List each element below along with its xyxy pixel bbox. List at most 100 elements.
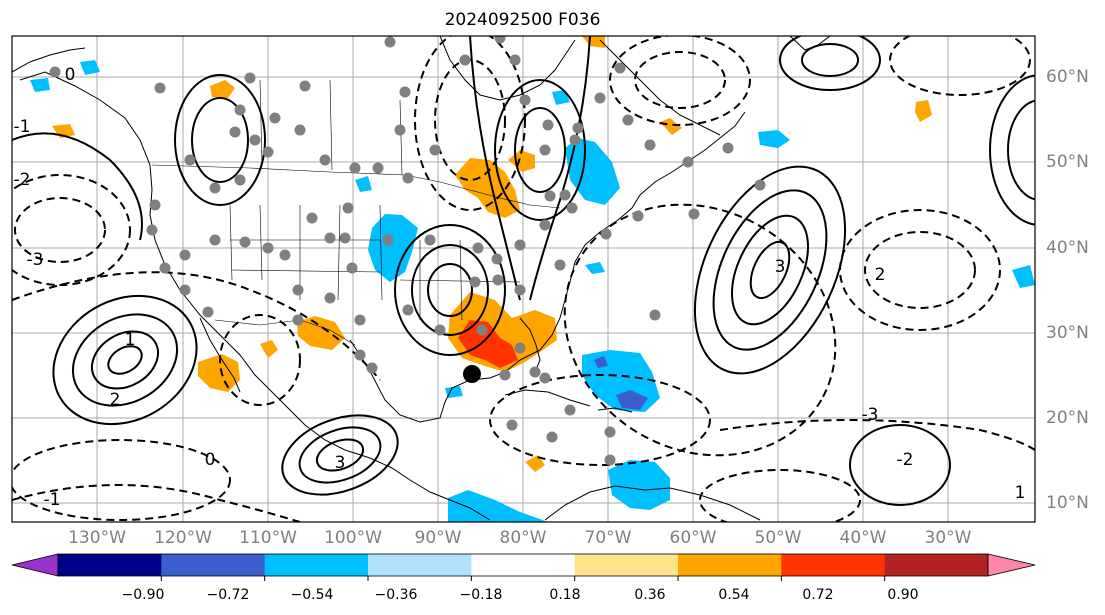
border-province-2 — [329, 79, 333, 171]
border-state-1 — [229, 204, 233, 281]
station-dot — [209, 182, 221, 194]
contour-label: 2 — [875, 265, 886, 285]
border-province-3 — [399, 99, 403, 176]
contour-label: 3 — [775, 257, 786, 277]
station-dot — [566, 202, 578, 214]
station-dot — [346, 262, 358, 274]
lat-label: 40°N — [1046, 238, 1089, 258]
colorbar-outline — [57, 553, 989, 577]
negative-fill-quebec — [552, 90, 570, 105]
coastline-pacific-north-america — [19, 71, 491, 521]
contour-pos-quebec-1 — [494, 79, 586, 221]
station-dot — [539, 144, 551, 156]
negative-fill-central-america — [448, 490, 548, 522]
station-dot — [202, 306, 214, 318]
contour-pos-greenland-1 — [779, 36, 881, 91]
strong-negative-fill-caribbean — [616, 390, 648, 410]
station-dot — [299, 80, 311, 92]
colorbar-swatch — [781, 554, 886, 576]
contour-pos-trough-axis-2 — [529, 36, 591, 301]
colorbar-tick-label: −0.54 — [290, 587, 334, 603]
colorbar-tick-label: −0.72 — [206, 587, 250, 603]
lon-label: 120°W — [154, 528, 212, 548]
positive-fill-baja — [198, 354, 240, 392]
station-dot — [434, 324, 446, 336]
station-dot — [754, 179, 766, 191]
contour-pos-pacific-1 — [52, 294, 198, 426]
station-dot — [514, 342, 526, 354]
station-dot — [239, 236, 251, 248]
station-dot — [339, 232, 351, 244]
station-markers — [49, 36, 766, 466]
station-dot — [491, 253, 503, 265]
contour-pos-trough-axis — [469, 36, 521, 301]
station-dot — [614, 62, 626, 74]
border-state-9 — [459, 239, 463, 321]
colorbar-swatch — [574, 554, 679, 576]
coastlines — [12, 36, 831, 521]
station-dot — [249, 134, 261, 146]
contour-pos-westcoast — [12, 132, 143, 241]
station-dot — [292, 284, 304, 296]
colorbar-tick-label: 0.72 — [802, 587, 834, 603]
contour-neg-southatl-1 — [699, 469, 861, 522]
contour-label: 1 — [1015, 483, 1026, 503]
lon-label: 80°W — [499, 528, 547, 548]
contour-pos-southatl-1 — [849, 424, 951, 506]
coastline-labrador — [599, 39, 721, 136]
map-border — [11, 35, 1036, 523]
positive-fill-hudson — [582, 36, 605, 48]
station-dot — [539, 219, 551, 231]
station-dot — [269, 112, 281, 124]
contour-labels: 0 -1 -2 -3 1 2 3 0 -1 -2 -3 1 2 3 — [14, 65, 1026, 510]
negative-fill-plains-small — [355, 176, 372, 192]
contour-neg-hudson-2 — [634, 51, 726, 109]
station-dot — [564, 404, 576, 416]
station-dot — [632, 210, 644, 222]
station-dot — [354, 349, 366, 361]
contour-label: 0 — [65, 65, 76, 85]
colorbar-tick-label: 0.54 — [718, 587, 750, 603]
station-dot — [49, 66, 61, 78]
station-dot — [546, 431, 558, 443]
coastline-south-america — [544, 485, 761, 521]
station-dot — [149, 199, 161, 211]
contour-pos-eastpac-3 — [315, 438, 365, 472]
negative-fill-venezuela — [608, 460, 670, 510]
border-state-7 — [379, 204, 383, 301]
station-dot — [519, 94, 531, 106]
station-dot — [229, 126, 241, 138]
station-dot — [644, 139, 656, 151]
contour-label: -1 — [14, 117, 31, 137]
negative-fill-mid-atlantic — [758, 130, 790, 148]
colorbar-swatch — [678, 554, 782, 576]
contour-pos-eastpac-1 — [281, 414, 399, 496]
contour-pos-pacific-4 — [107, 345, 143, 375]
lon-label: 90°W — [414, 528, 462, 548]
station-dot — [722, 142, 734, 154]
contour-pos-east-1 — [989, 74, 1035, 226]
contour-neg-northatl-1 — [889, 36, 1031, 96]
station-dot — [402, 304, 414, 316]
station-dot — [159, 262, 171, 274]
map-title: 2024092500 F036 — [444, 10, 601, 30]
positive-fill-sierra — [260, 340, 278, 358]
coastline-baja — [199, 317, 241, 393]
contour-neg-band-2 — [719, 419, 1035, 451]
station-dot — [294, 124, 306, 136]
station-dot — [600, 228, 612, 240]
contour-label: -1 — [44, 490, 61, 510]
coastline-cuba — [504, 389, 591, 407]
border-province-1 — [259, 79, 263, 166]
station-dot — [514, 284, 526, 296]
station-dot — [499, 369, 511, 381]
colorbar-extend-low — [11, 553, 59, 577]
contour-neg-band-3 — [12, 484, 301, 522]
contour-label: -3 — [27, 250, 44, 270]
colorbar-swatch — [58, 554, 162, 576]
colorbar-swatch — [471, 554, 576, 576]
station-dot — [324, 292, 336, 304]
station-dot — [569, 134, 581, 146]
storm-center-marker — [463, 365, 481, 383]
contour-pos-atlantic-2 — [712, 189, 828, 351]
